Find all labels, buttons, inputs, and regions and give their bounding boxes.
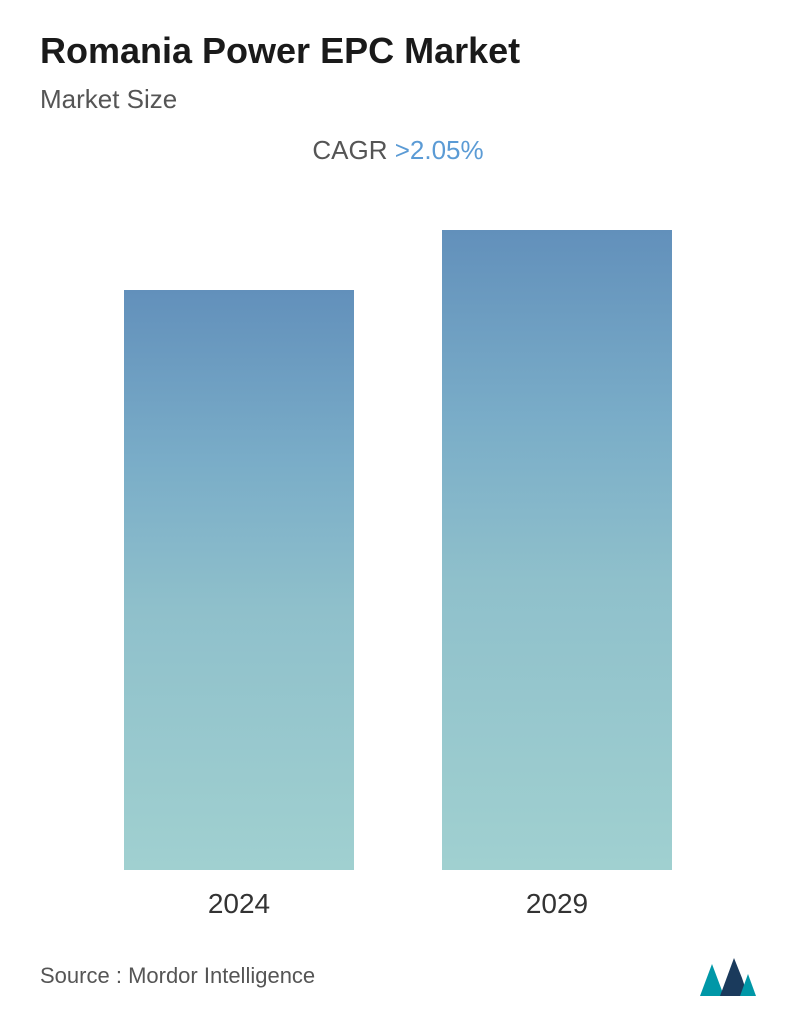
source-name: Mordor Intelligence (128, 963, 315, 988)
bar-label-2029: 2029 (526, 888, 588, 920)
cagr-percent: 2.05% (410, 135, 484, 165)
bar-label-2024: 2024 (208, 888, 270, 920)
bar-2024 (124, 290, 354, 870)
cagr-row: CAGR >2.05% (40, 135, 756, 166)
source-attribution: Source : Mordor Intelligence (40, 963, 315, 989)
chart-title: Romania Power EPC Market (40, 30, 756, 72)
cagr-operator: > (395, 135, 410, 165)
bar-2029 (442, 230, 672, 870)
bar-group-2024: 2024 (109, 290, 369, 920)
cagr-label: CAGR (312, 135, 387, 165)
cagr-value: >2.05% (395, 135, 484, 165)
mordor-logo-icon (700, 956, 756, 996)
source-label: Source : (40, 963, 122, 988)
bar-group-2029: 2029 (427, 230, 687, 920)
chart-container: Romania Power EPC Market Market Size CAG… (0, 0, 796, 1034)
chart-footer: Source : Mordor Intelligence (40, 940, 756, 1004)
bar-chart-area: 2024 2029 (40, 236, 756, 940)
chart-subtitle: Market Size (40, 84, 756, 115)
